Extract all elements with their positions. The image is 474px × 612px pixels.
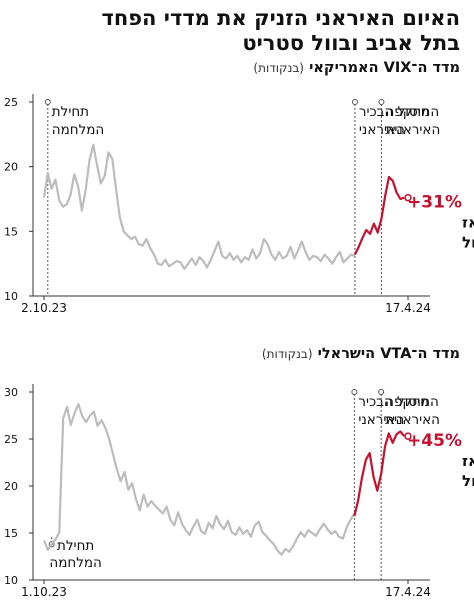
annotation-label-line: תחילת <box>52 104 89 120</box>
annotation-label-line: האיראנית <box>385 412 440 428</box>
annotation-label-line: חיסול הבכיר <box>358 394 429 410</box>
vta-title-text: מדד ה־VTA הישראלי <box>317 346 460 362</box>
annotation-marker <box>44 99 51 105</box>
x-start-label: 1.10.23 <box>21 585 67 599</box>
callout-line: מאז <box>462 452 474 470</box>
annotation-label-line: המלחמה <box>52 122 104 138</box>
annotation-marker <box>378 99 385 105</box>
vta-unit-label: (בנקודות) <box>261 347 313 361</box>
vix-chart-title: מדד ה־VIX האמריקאי (בנקודות) <box>253 60 460 76</box>
y-tick-label: 25 <box>4 433 18 446</box>
annotation-marker <box>378 389 385 395</box>
annotation-label-line: המתקפה <box>385 394 439 410</box>
vta-chart-title: מדד ה־VTA הישראלי (בנקודות) <box>262 346 460 362</box>
annotation-label-line: המתקפה <box>385 104 439 120</box>
callout-line: מאז <box>462 214 474 232</box>
series-end-marker <box>404 432 412 440</box>
annotation-label-line: תחילת <box>57 538 94 554</box>
y-tick-label: 10 <box>4 290 18 303</box>
annotation-label-line: המלחמה <box>49 555 101 571</box>
x-end-label: 17.4.24 <box>385 301 431 315</box>
title-line-1: האיום האיראני הזניק את מדדי הפחד <box>101 6 460 30</box>
callout-value: +31% <box>407 193 462 213</box>
y-tick-label: 30 <box>4 386 18 399</box>
series-after-line <box>353 175 405 256</box>
annotation-marker <box>351 99 358 105</box>
annotation-marker <box>351 389 358 395</box>
annotation-label-line: האיראנית <box>385 122 440 138</box>
series-end-marker <box>404 193 412 202</box>
y-tick-label: 20 <box>4 480 18 493</box>
y-tick-label: 20 <box>4 161 18 174</box>
vix-title-text: מדד ה־VIX האמריקאי <box>309 60 460 76</box>
series-before-line <box>42 403 356 556</box>
callout-value: +45% <box>407 431 462 451</box>
infographic-title: האיום האיראני הזניק את מדדי הפחד בתל אבי… <box>20 6 460 56</box>
y-tick-label: 25 <box>4 96 18 109</box>
x-start-label: 2.10.23 <box>21 301 67 315</box>
x-end-label: 17.4.24 <box>385 585 431 599</box>
title-line-2: בתל אביב ובוול סטריט <box>242 31 460 55</box>
y-tick-label: 10 <box>4 574 18 587</box>
vix-unit-label: (בנקודות) <box>253 61 304 75</box>
series-after-line <box>353 430 406 517</box>
series-before-line <box>42 143 356 270</box>
annotation-label-line: חיסול הבכיר <box>359 104 430 120</box>
y-tick-label: 15 <box>4 225 18 238</box>
vix-chart: 10 15 20 25 2.10.23 17.4.24 תחילת המלחמה חיסול ה… <box>4 94 474 315</box>
y-tick-label: 15 <box>4 527 18 540</box>
